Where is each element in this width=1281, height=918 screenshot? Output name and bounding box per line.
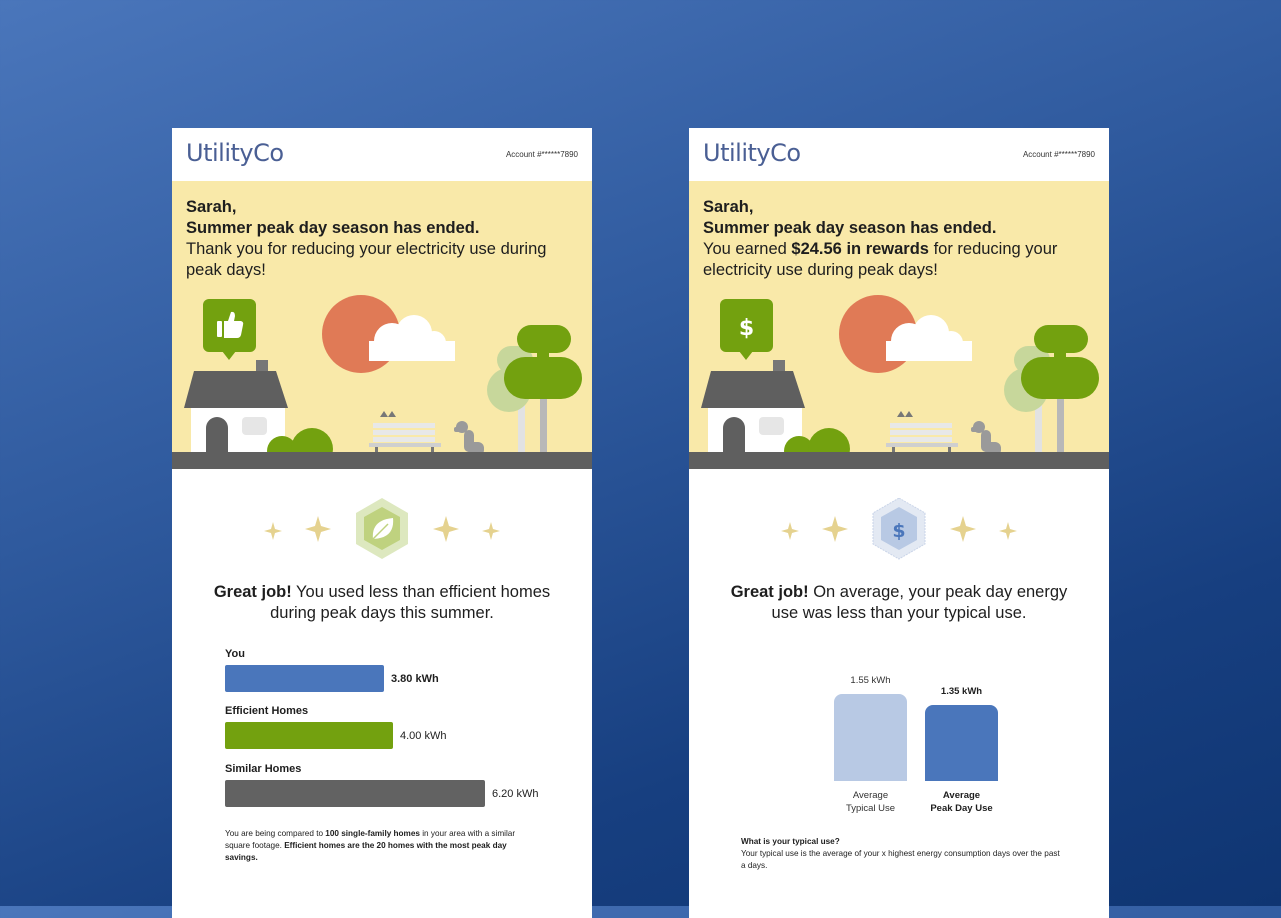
speech-bubble bbox=[203, 299, 256, 360]
greeting-body: Thank you for reducing your electricity … bbox=[186, 240, 547, 279]
account-number: Account #******7890 bbox=[1022, 150, 1095, 159]
greeting-text: Sarah, Summer peak day season has ended.… bbox=[186, 197, 578, 281]
bar-value-you: 3.80 kWh bbox=[391, 673, 439, 685]
greeting-body-pre: You earned bbox=[703, 240, 792, 258]
usage-bar-peak-day bbox=[925, 705, 998, 781]
typical-use-faq: What is your typical use? Your typical u… bbox=[741, 836, 1061, 872]
bar-value-similar-homes: 6.20 kWh bbox=[492, 788, 539, 800]
footnote-text-1: You are being compared to bbox=[225, 829, 326, 838]
account-number: Account #******7890 bbox=[505, 150, 578, 159]
summary-strong: Great job! bbox=[730, 583, 809, 601]
summary-strong: Great job! bbox=[213, 583, 292, 601]
faq-answer: Your typical use is the average of your … bbox=[741, 849, 1060, 870]
hero-banner: Sarah, Summer peak day season has ended.… bbox=[172, 181, 592, 469]
usage-bar-typical bbox=[834, 694, 907, 781]
bar-label-efficient-homes: Efficient Homes bbox=[225, 705, 309, 717]
bar-label-similar-homes: Similar Homes bbox=[225, 763, 302, 775]
greeting-name: Sarah, bbox=[186, 198, 237, 216]
email-card-rewards: UtilityCo Account #******7890 bbox=[689, 128, 1109, 918]
svg-text:$: $ bbox=[892, 520, 905, 542]
comparison-footnote: You are being compared to 100 single-fam… bbox=[225, 828, 535, 864]
dog-icon bbox=[971, 421, 1001, 456]
speech-bubble: $ bbox=[720, 299, 773, 360]
rewards-amount: $24.56 in rewards bbox=[791, 240, 929, 258]
bar-similar-homes bbox=[225, 780, 485, 807]
thumbs-up-icon bbox=[217, 311, 244, 338]
greeting-body-post: for reducing your electricity use during… bbox=[703, 240, 1058, 279]
summary-message: Great job! On average, your peak day ene… bbox=[729, 582, 1069, 624]
bar-label-you: You bbox=[225, 648, 245, 660]
email-header: UtilityCo Account #******7890 bbox=[689, 128, 1109, 181]
email-header: UtilityCo Account #******7890 bbox=[172, 128, 592, 181]
brand-logo: UtilityCo bbox=[186, 139, 284, 167]
greeting-text: Sarah, Summer peak day season has ended.… bbox=[703, 197, 1095, 281]
usage-bar-category-typical: Average Typical Use bbox=[845, 790, 896, 814]
dollar-badge-icon: $ bbox=[872, 498, 926, 560]
tree-icon bbox=[487, 325, 582, 455]
neighborhood-illustration: $ bbox=[689, 295, 1109, 469]
bench-icon bbox=[369, 411, 441, 457]
dog-icon bbox=[454, 421, 484, 456]
cloud-icon bbox=[886, 315, 972, 361]
usage-bar-value-typical: 1.55 kWh bbox=[850, 675, 891, 686]
bench-icon bbox=[886, 411, 958, 457]
hero-banner: $ Sarah, Summer peak day season has ende… bbox=[689, 181, 1109, 469]
greeting-headline: Summer peak day season has ended. bbox=[703, 219, 997, 237]
house-icon bbox=[184, 360, 288, 457]
achievement-badge-row bbox=[264, 498, 500, 559]
neighborhood-illustration bbox=[172, 295, 592, 469]
summary-message: Great job! You used less than efficient … bbox=[212, 582, 552, 624]
brand-logo: UtilityCo bbox=[703, 139, 801, 167]
sparkle-icon bbox=[264, 516, 500, 542]
footnote-bold-1: 100 single-family homes bbox=[325, 829, 420, 838]
greeting-name: Sarah, bbox=[703, 198, 754, 216]
achievement-badge-row: $ bbox=[781, 498, 1017, 560]
bar-efficient-homes bbox=[225, 722, 393, 749]
footnote-text-2: in your area with a similar square foota… bbox=[225, 829, 516, 850]
dollar-icon: $ bbox=[739, 316, 754, 341]
leaf-icon bbox=[356, 498, 408, 559]
sparkle-icon bbox=[781, 516, 1017, 542]
tree-icon bbox=[1004, 325, 1099, 455]
footnote-bold-2: Efficient homes are the 20 homes with th… bbox=[225, 841, 507, 862]
usage-bar-category-peak-day: Average Peak Day Use bbox=[930, 790, 993, 814]
bar-value-efficient-homes: 4.00 kWh bbox=[400, 730, 447, 742]
email-card-thank-you: UtilityCo Account #******7890 bbox=[172, 128, 592, 918]
faq-question: What is your typical use? bbox=[741, 837, 840, 846]
bar-you bbox=[225, 665, 384, 692]
cloud-icon bbox=[369, 315, 455, 361]
greeting-headline: Summer peak day season has ended. bbox=[186, 219, 480, 237]
summary-text: On average, your peak day energy use was… bbox=[771, 583, 1068, 622]
summary-text: You used less than efficient homes durin… bbox=[270, 583, 551, 622]
usage-bar-value-peak-day: 1.35 kWh bbox=[940, 686, 983, 697]
ground bbox=[172, 452, 592, 469]
ground bbox=[689, 452, 1109, 469]
